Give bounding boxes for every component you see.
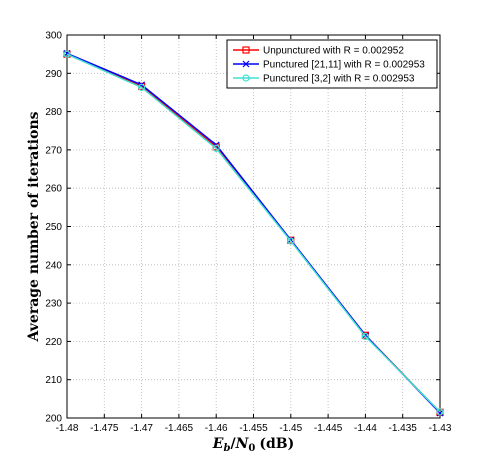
y-tick-label: 240 (45, 260, 62, 271)
legend-entry-2: Punctured [21,11] with R = 0.002953 (233, 60, 425, 71)
series-3-point (361, 332, 369, 341)
y-tick-label: 260 (45, 184, 62, 195)
x-tick-label: -1.435 (389, 423, 418, 434)
x-tick-label: -1.455 (239, 423, 268, 434)
y-tick-label: 250 (45, 222, 62, 233)
series-3 (63, 50, 444, 416)
y-axis-label: Average number of iterations (26, 111, 42, 342)
x-tick-label: -1.45 (279, 423, 302, 434)
legend-box (226, 39, 438, 89)
x-tick-label: -1.48 (56, 423, 79, 434)
y-tick-label: 230 (45, 299, 62, 310)
legend-label: Punctured [21,11] with R = 0.002953 (263, 60, 425, 71)
series-2-point (436, 409, 444, 417)
legend-label: Punctured [3,2] with R = 0.002953 (263, 74, 415, 85)
grid-lines (67, 35, 440, 418)
x-label-var1: E (212, 436, 224, 452)
legend-swatch-marker (242, 60, 250, 68)
y-tick-label: 270 (45, 145, 62, 156)
y-tick-label: 220 (45, 337, 62, 348)
x-tick-label: -1.47 (130, 423, 153, 434)
x-label-slash: / (230, 436, 236, 452)
series-3-point (212, 144, 220, 152)
x-tick-label: -1.475 (90, 423, 119, 434)
series-3-point (138, 83, 146, 92)
series-3-point (436, 408, 444, 416)
series-layer (63, 49, 444, 417)
legend-entry-1: Unpunctured with R = 0.002952 (233, 46, 404, 57)
y-tick-label: 280 (45, 107, 62, 118)
x-tick-label: -1.43 (429, 423, 452, 434)
axis-ticks: -1.48 -1.475 -1.47 -1.465 -1.46 -1.455 -1.45 -1… (45, 31, 452, 435)
x-tick-label: -1.465 (165, 423, 194, 434)
series-3-line (66, 53, 441, 413)
y-tick-label: 210 (45, 375, 62, 386)
legend: Unpunctured with R = 0.002952 Punctured [… (226, 39, 438, 89)
legend-swatch-marker (242, 46, 250, 54)
x-label-unit: (dB) (259, 436, 294, 452)
y-tick-label: 300 (45, 31, 62, 42)
x-axis-label: Eb/N0 (dB) (212, 436, 294, 454)
legend-swatch-marker-stroke-b (242, 60, 250, 68)
series-3-point (287, 237, 295, 245)
x-label-sub1: b (223, 443, 230, 454)
x-label-sub2: 0 (248, 443, 255, 454)
x-tick-label: -1.445 (314, 423, 343, 434)
x-tick-label: -1.44 (354, 423, 377, 434)
legend-entry-3: Punctured [3,2] with R = 0.002953 (233, 74, 415, 85)
y-tick-label: 200 (45, 414, 62, 425)
legend-swatch-marker (242, 74, 250, 82)
x-label-var2: N (235, 436, 250, 452)
series-3-point (63, 50, 71, 58)
x-tick-label: -1.46 (205, 423, 228, 434)
y-tick-label: 290 (45, 69, 62, 80)
series-2-point-stroke-b (436, 409, 444, 417)
legend-label: Unpunctured with R = 0.002952 (263, 46, 404, 57)
